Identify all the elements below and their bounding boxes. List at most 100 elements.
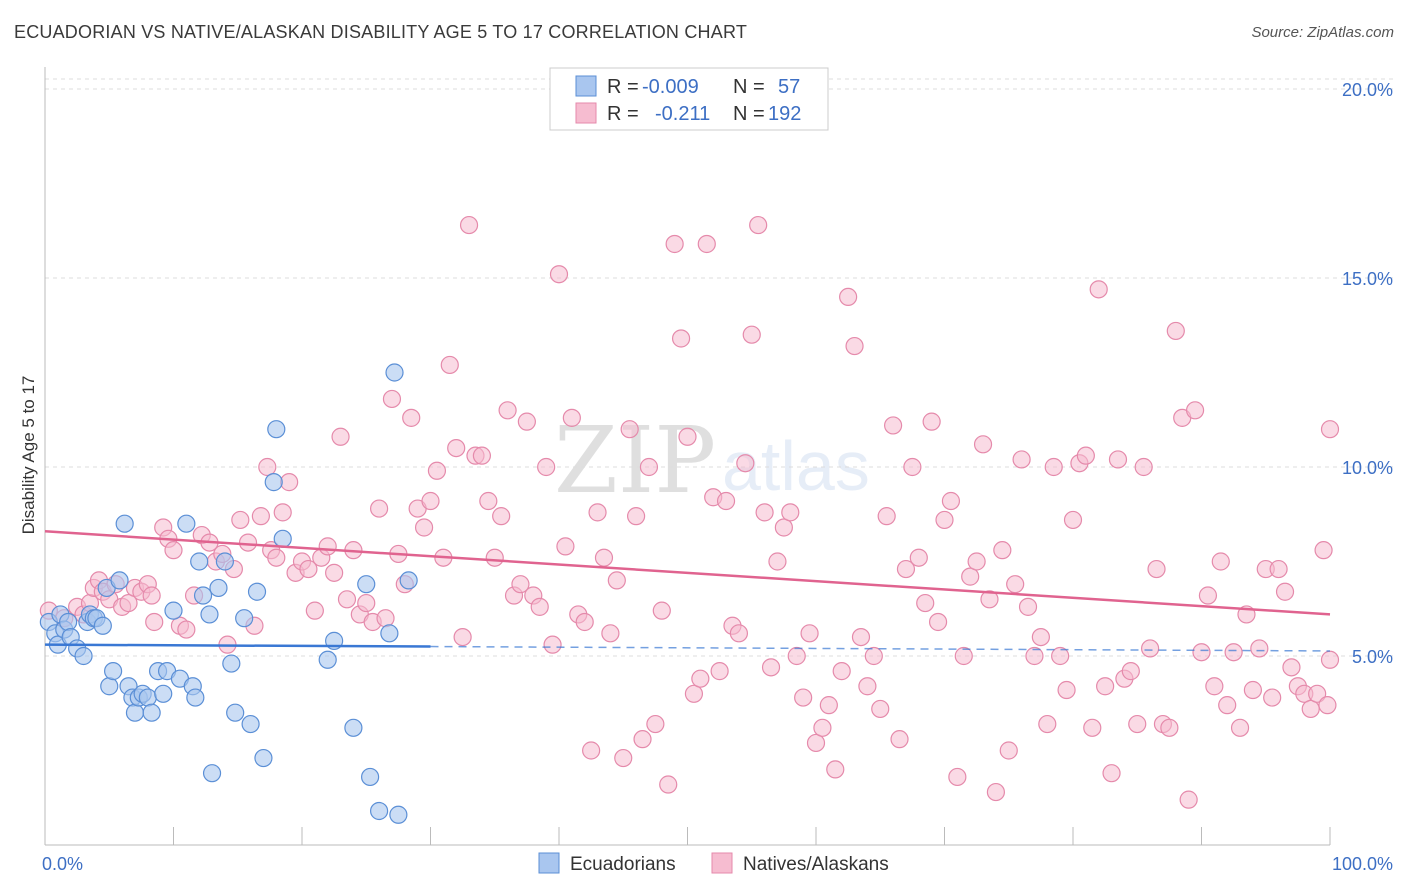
data-point-natives — [806, 733, 826, 753]
data-point-natives — [1140, 639, 1160, 658]
data-point-natives — [1320, 650, 1340, 669]
data-point-natives — [1044, 457, 1063, 477]
trend-lines — [44, 530, 1331, 652]
data-point-ecuadorians — [273, 529, 292, 548]
data-point-natives — [800, 624, 819, 643]
data-point-natives — [671, 329, 691, 348]
data-point-ecuadorians — [190, 552, 209, 571]
data-point-ecuadorians — [154, 684, 173, 703]
legend-n-value-2: 192 — [768, 103, 801, 125]
x-tick-label-max: 100.0% — [1332, 854, 1393, 874]
data-point-natives — [710, 662, 729, 681]
trend-line-ecuadorians — [44, 643, 431, 648]
data-point-ecuadorians — [235, 609, 254, 628]
data-point-natives — [607, 571, 626, 590]
legend-r-value-2: -0.211 — [655, 103, 710, 125]
data-point-natives — [781, 503, 800, 522]
data-point-natives — [620, 420, 639, 439]
data-point-ecuadorians — [93, 616, 112, 635]
data-point-natives — [485, 548, 504, 567]
data-point-natives — [479, 491, 498, 511]
data-point-natives — [1224, 643, 1243, 662]
data-point-natives — [376, 609, 395, 628]
data-point-natives — [684, 684, 704, 703]
data-point-ecuadorians — [177, 514, 196, 533]
data-point-natives — [986, 782, 1006, 802]
legend-n-label-2: N = — [733, 103, 765, 125]
data-point-natives — [530, 597, 549, 616]
data-point-ecuadorians — [215, 552, 234, 571]
data-point-natives — [119, 593, 138, 613]
data-point-natives — [543, 635, 562, 654]
data-point-natives — [145, 612, 164, 632]
data-point-natives — [1230, 718, 1250, 737]
data-point-natives — [440, 355, 459, 375]
data-point-natives — [928, 612, 948, 632]
data-point-natives — [1263, 688, 1282, 707]
data-point-natives — [614, 748, 633, 768]
data-point-natives — [1057, 680, 1076, 700]
data-point-natives — [1089, 280, 1108, 299]
data-point-natives — [549, 265, 569, 284]
data-point-natives — [325, 563, 344, 582]
data-point-natives — [761, 658, 781, 677]
data-point-natives — [331, 427, 350, 446]
data-point-natives — [832, 662, 851, 681]
data-point-natives — [273, 503, 292, 522]
data-point-natives — [954, 646, 973, 666]
data-point-natives — [177, 620, 196, 639]
data-point-natives — [588, 503, 607, 522]
data-point-natives — [402, 408, 421, 427]
legend-n-label-1: N = — [733, 76, 765, 98]
chart-title: ECUADORIAN VS NATIVE/ALASKAN DISABILITY … — [14, 22, 748, 42]
data-point-natives — [826, 760, 845, 779]
data-point-natives — [794, 688, 813, 707]
series-legend: Ecuadorians Natives/Alaskans — [538, 852, 889, 875]
y-tick-label: 15.0% — [1342, 269, 1393, 289]
data-point-natives — [1006, 575, 1025, 594]
data-point-natives — [1314, 541, 1333, 560]
data-point-natives — [896, 559, 916, 579]
data-point-natives — [755, 503, 774, 522]
legend-r-value-1: -0.009 — [642, 76, 699, 98]
data-point-natives — [1076, 446, 1095, 465]
data-point-natives — [556, 537, 575, 556]
data-point-natives — [1166, 321, 1185, 341]
data-point-natives — [582, 741, 601, 760]
legend-n-value-1: 57 — [778, 76, 800, 98]
trend-line-ecuadorians-extension — [430, 645, 1331, 652]
data-point-natives — [922, 412, 941, 431]
data-point-natives — [1128, 714, 1147, 734]
data-point-natives — [626, 507, 646, 526]
data-point-natives — [575, 612, 594, 632]
data-point-natives — [453, 627, 472, 647]
data-point-natives — [1308, 684, 1327, 703]
data-point-natives — [594, 548, 614, 567]
data-point-natives — [691, 669, 710, 688]
data-point-natives — [639, 457, 659, 477]
data-point-ecuadorians — [264, 473, 283, 492]
data-point-natives — [678, 427, 697, 446]
data-point-natives — [665, 234, 684, 254]
data-point-natives — [768, 552, 787, 571]
data-point-natives — [774, 518, 793, 537]
data-point-ecuadorians — [193, 586, 213, 605]
bottom-legend-swatch-natives — [711, 852, 733, 874]
data-point-natives — [961, 567, 980, 586]
data-point-natives — [537, 457, 556, 477]
chart-source: Source: ZipAtlas.com — [1251, 24, 1394, 41]
data-point-ecuadorians — [385, 363, 404, 382]
data-point-natives — [851, 627, 871, 647]
data-point-natives — [492, 507, 511, 526]
data-point-ecuadorians — [370, 801, 389, 821]
data-point-natives — [1147, 559, 1166, 579]
data-point-ecuadorians — [226, 703, 245, 722]
data-point-natives — [267, 548, 286, 567]
legend-swatch-ecuadorians — [575, 75, 597, 97]
data-point-natives — [742, 325, 761, 344]
data-point-natives — [305, 601, 324, 620]
data-point-ecuadorians — [202, 764, 222, 783]
data-point-natives — [1301, 699, 1320, 719]
data-point-natives — [511, 575, 530, 594]
data-point-natives — [787, 646, 806, 666]
